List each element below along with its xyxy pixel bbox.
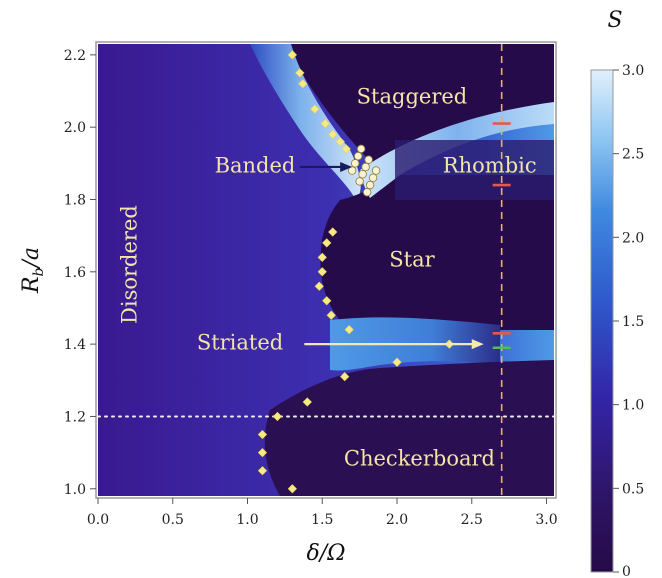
heatmap-surface (98, 44, 554, 496)
boundary-point (392, 357, 402, 367)
y-tick-label: 1.4 (64, 337, 86, 353)
boundary-point (322, 296, 332, 306)
banded-point (364, 155, 373, 164)
banded-point (358, 169, 367, 179)
region-label-star: Star (389, 247, 435, 271)
boundary-point (257, 447, 268, 458)
y-axis-ticks: 1.0 1.2 1.4 1.6 1.8 2.0 2.2 (64, 48, 96, 498)
y-tick-label: 1.8 (64, 192, 86, 208)
region-label-disordered: Disordered (117, 205, 141, 324)
boundary-point (295, 68, 305, 78)
boundary-point (340, 372, 350, 382)
banded-point (371, 166, 381, 175)
x-tick-label: 0.0 (87, 512, 109, 528)
plot-frame (95, 41, 557, 499)
region-labels: Disordered Staggered Banded Rhombic Star Stri… (117, 85, 536, 471)
boundary-point (326, 310, 336, 320)
colorbar-tick-label: 0 (622, 564, 631, 578)
boundary-point (328, 227, 338, 237)
banded-point (368, 173, 378, 182)
region-label-striated: Striated (197, 331, 283, 355)
colorbar-label: S (607, 8, 622, 33)
boundary-point (302, 397, 312, 407)
colorbar: S 0 0.5 1.0 1.5 2.0 2.5 3.0 (590, 8, 644, 578)
region-label-rhombic: Rhombic (443, 153, 537, 177)
banded-glow (250, 44, 361, 200)
boundary-point (344, 325, 354, 335)
boundary-point (317, 252, 327, 262)
region-label-checkerboard: Checkerboard (344, 446, 495, 470)
banded-point (347, 166, 357, 175)
x-tick-label: 3.0 (535, 512, 557, 528)
rhombic-region-fill (395, 140, 554, 200)
colorbar-tick-label: 3.0 (622, 63, 644, 79)
boundary-point (257, 429, 268, 440)
banded-point (361, 162, 370, 172)
colorbar-tick-label: 1.5 (622, 314, 644, 330)
annotation-arrow-head (471, 339, 484, 350)
colorbar-ticks: 0 0.5 1.0 1.5 2.0 2.5 3.0 (613, 63, 644, 578)
region-label-banded: Banded (215, 153, 296, 177)
boundary-point (314, 281, 324, 291)
colorbar-tick-label: 2.5 (622, 147, 644, 163)
x-tick-label: 1.5 (311, 512, 333, 528)
y-axis-label: Rb/a (19, 247, 47, 294)
boundary-point (298, 79, 308, 89)
y-tick-label: 1.0 (64, 482, 86, 498)
banded-point (353, 151, 363, 161)
boundary-point (320, 118, 330, 129)
x-tick-label: 2.5 (461, 512, 483, 528)
banded-point (365, 180, 375, 190)
y-tick-label: 2.2 (64, 48, 86, 64)
boundary-point (341, 144, 351, 154)
y-tick-label: 1.2 (64, 409, 86, 425)
banded-point (356, 144, 366, 154)
y-tick-label: 1.6 (64, 265, 86, 281)
boundary-point (272, 411, 283, 422)
y-tick-label: 2.0 (64, 120, 86, 136)
boundary-point (287, 484, 297, 494)
colorbar-tick-label: 0.5 (622, 481, 644, 497)
x-tick-label: 1.0 (236, 512, 258, 528)
boundary-point (310, 104, 320, 114)
checkerboard-region-fill (264, 360, 554, 496)
banded-point (350, 159, 360, 168)
colorbar-tick-label: 2.0 (622, 230, 644, 246)
boundary-point (328, 129, 338, 140)
region-label-staggered: Staggered (357, 85, 468, 109)
x-axis-label: δ/Ω (307, 541, 346, 566)
annotation-arrow-head (340, 161, 353, 172)
boundary-point (257, 466, 268, 476)
boundary-point (287, 50, 297, 60)
x-axis-ticks: 0.0 0.5 1.0 1.5 2.0 2.5 3.0 (87, 498, 558, 528)
colorbar-tick-label: 1.0 (622, 398, 644, 414)
staggered-region-fill (291, 44, 554, 170)
star-region-fill (320, 175, 554, 330)
rhombic-band-fill (360, 102, 554, 198)
boundary-point (335, 137, 345, 147)
banded-point (362, 188, 372, 197)
x-tick-label: 0.5 (162, 512, 184, 528)
boundary-point (322, 238, 332, 248)
plot-overlays (97, 44, 555, 496)
colorbar-gradient (590, 69, 614, 573)
banded-point (355, 177, 364, 186)
boundary-point (317, 267, 327, 277)
x-tick-label: 2.0 (386, 512, 408, 528)
